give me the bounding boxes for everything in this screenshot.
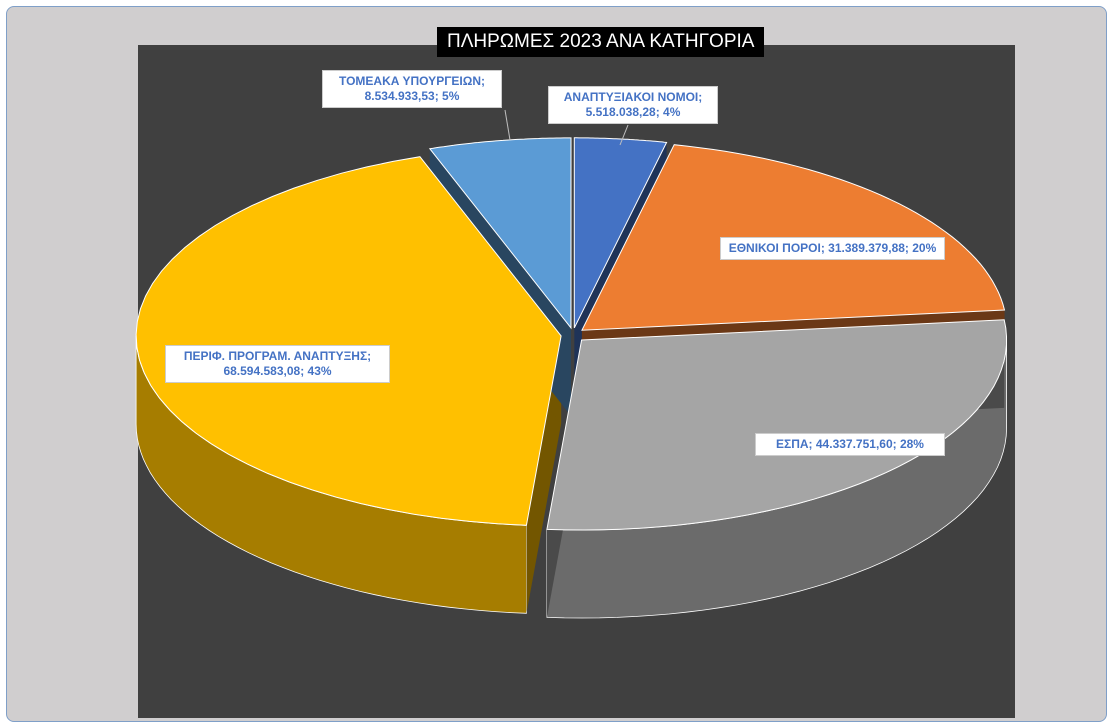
slice (573, 137, 668, 329)
data-label: ΤΟΜΕΑΚΑ ΥΠΟΥΡΓΕΙΩΝ; 8.534.933,53; 5% (322, 70, 502, 108)
slice (546, 319, 1007, 531)
data-label: ΠΕΡΙΦ. ΠΡΟΓΡΑΜ. ΑΝΑΠΤΥΞΗΣ; 68.594.583,08… (165, 345, 390, 383)
chart-title: ΠΛΗΡΩΜΕΣ 2023 ΑΝΑ ΚΑΤΗΓΟΡΙΑ (437, 27, 765, 57)
leader-line (504, 109, 511, 141)
slice (135, 156, 562, 526)
data-label: ΕΣΠΑ; 44.337.751,60; 28% (755, 433, 945, 456)
data-label: ΑΝΑΠΤΥΞΙΑΚΟΙ ΝΟΜΟΙ; 5.518.038,28; 4% (548, 86, 718, 124)
data-label: ΕΘΝΙΚΟΙ ΠΟΡΟΙ; 31.389.379,88; 20% (720, 237, 945, 260)
leader-line (619, 124, 629, 146)
slice (428, 137, 572, 330)
top-layer (135, 137, 1007, 531)
